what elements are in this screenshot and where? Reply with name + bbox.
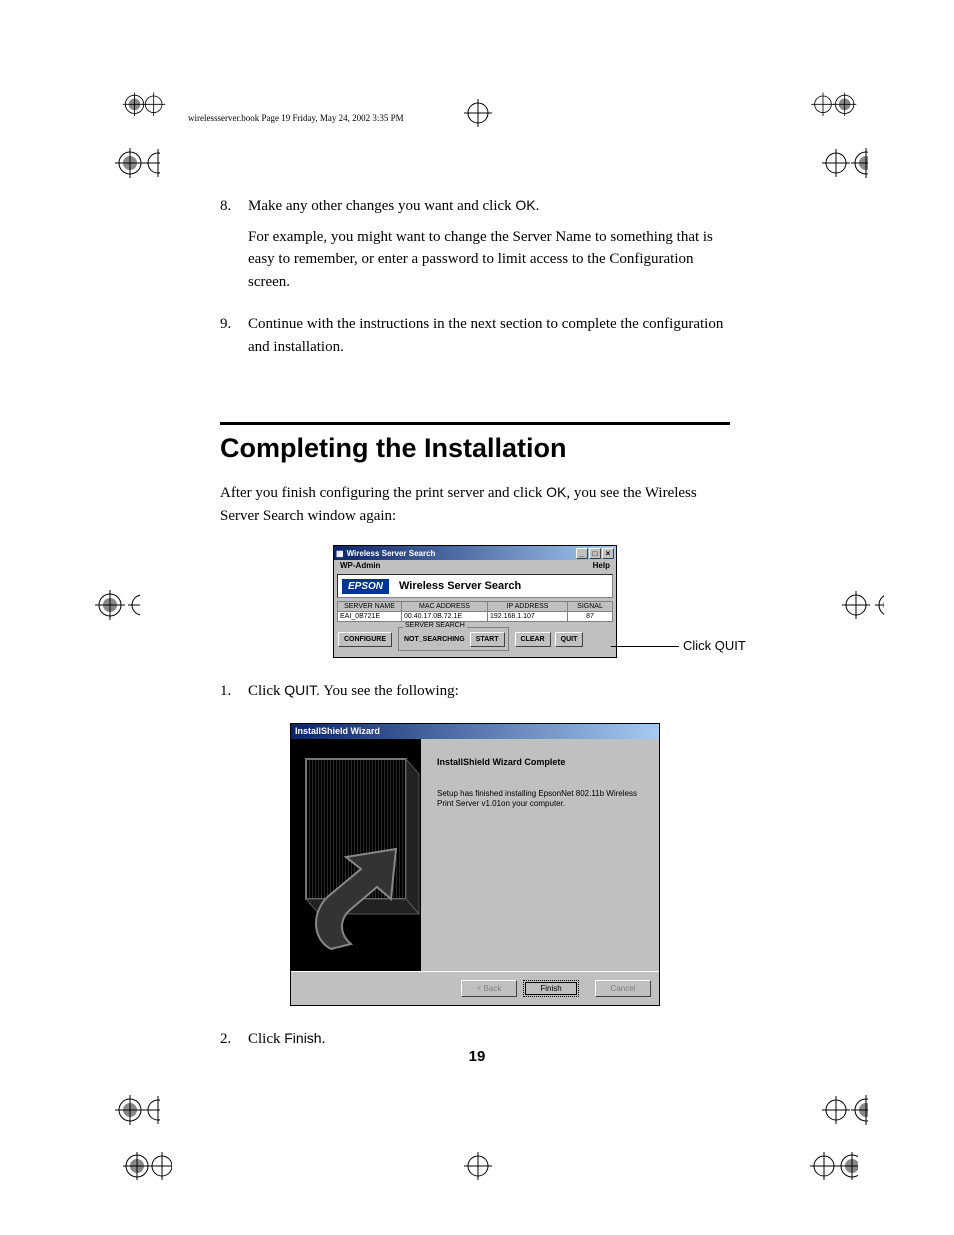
cell-mac: 00.40.17.0B.72.1E [402,612,488,621]
server-table: SERVER NAME MAC ADDRESS IP ADDRESS SIGNA… [337,601,613,622]
section-title: Completing the Installation [220,433,730,464]
crop-mark-br [808,1141,858,1191]
menu-bar: WP-Admin Help [334,560,616,571]
configure-button[interactable]: CONFIGURE [338,632,392,647]
crop-mark-tc [448,86,498,136]
step-text: Make any other changes you want and clic… [248,195,730,218]
col-mac: MAC ADDRESS [402,602,488,612]
menu-help[interactable]: Help [591,561,612,570]
content-area: 8. Make any other changes you want and c… [220,195,730,1070]
section-rule [220,422,730,425]
col-server-name: SERVER NAME [338,602,402,612]
step-number: 1. [220,680,248,711]
step-number: 8. [220,195,248,301]
close-button[interactable]: × [602,548,614,559]
quit-button[interactable]: QUIT [555,632,584,647]
clear-button[interactable]: CLEAR [515,632,551,647]
wireless-server-search-screenshot: ▦ Wireless Server Search _ □ × WP-Admin … [333,545,617,658]
back-button: < Back [461,980,517,997]
window-title: Wireless Server Search [347,549,436,558]
cancel-button: Cancel [595,980,651,997]
page-number: 19 [0,1048,954,1065]
reg-mark-tr2 [818,138,868,188]
fieldset-label: SERVER SEARCH [403,622,467,629]
epson-logo: EPSON [342,579,389,594]
wizard-heading: InstallShield Wizard Complete [437,757,647,767]
wizard-body-text: Setup has finished installing EpsonNet 8… [437,789,647,810]
callout-text: Click QUIT [683,638,746,653]
reg-mark-tl2 [110,138,160,188]
cell-server-name: EAI_0B721E [338,612,402,621]
step-8: 8. Make any other changes you want and c… [220,195,730,301]
col-ip: IP ADDRESS [488,602,568,612]
crop-mark-bc [448,1141,498,1191]
crop-mark-tr [808,86,858,136]
wizard-graphic [291,739,421,971]
window-title: InstallShield Wizard [295,726,380,736]
finish-button[interactable]: Finish [523,980,579,997]
cell-ip: 192.168.1.107 [488,612,568,621]
banner-title: Wireless Server Search [399,580,521,592]
callout-line [611,646,679,647]
table-row[interactable]: EAI_0B721E 00.40.17.0B.72.1E 192.168.1.1… [338,612,612,621]
col-signal: SIGNAL [568,602,612,612]
cell-signal: 87 [568,612,612,621]
section-intro: After you finish configuring the print s… [220,482,730,527]
window-titlebar: InstallShield Wizard [291,724,659,739]
start-button[interactable]: START [470,632,505,647]
reg-mark-br2 [818,1085,868,1135]
maximize-button[interactable]: □ [589,548,601,559]
installshield-screenshot: InstallShield Wizard [290,723,660,1006]
step-text: Click QUIT. You see the following: [248,680,730,703]
reg-mark-ml [90,580,140,630]
banner: EPSON Wireless Server Search [337,574,613,598]
window-titlebar: ▦ Wireless Server Search _ □ × [334,546,616,560]
search-status: NOT_SEARCHING [402,636,467,643]
minimize-button[interactable]: _ [576,548,588,559]
page-header: wirelessserver.book Page 19 Friday, May … [188,113,404,123]
wizard-footer: < Back Finish Cancel [291,971,659,1005]
wizard-text-panel: InstallShield Wizard Complete Setup has … [421,739,659,971]
step-text: Click Finish. [248,1028,730,1051]
app-icon: ▦ [336,549,344,558]
step-number: 9. [220,313,248,366]
server-search-fieldset: SERVER SEARCH NOT_SEARCHING START [398,627,509,651]
reg-mark-bl2 [110,1085,160,1135]
reg-mark-mr [834,580,884,630]
step-1: 1. Click QUIT. You see the following: [220,680,730,711]
step-text: For example, you might want to change th… [248,226,730,294]
crop-mark-bl [122,1141,172,1191]
menu-wp-admin[interactable]: WP-Admin [338,561,382,570]
step-9: 9. Continue with the instructions in the… [220,313,730,366]
crop-mark-tl [122,86,172,136]
step-text: Continue with the instructions in the ne… [248,313,730,358]
